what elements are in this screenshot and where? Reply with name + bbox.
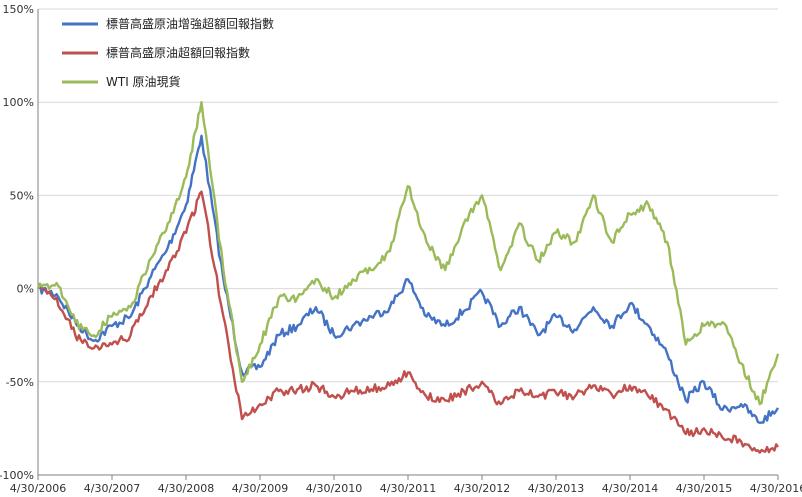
x-tick-label: 4/30/2011 — [380, 482, 436, 495]
legend-label: 標普高盛原油超額回報指數 — [106, 45, 250, 60]
x-tick-label: 4/30/2012 — [454, 482, 510, 495]
legend-label: WTI 原油現貨 — [106, 74, 181, 89]
x-tick-label: 4/30/2006 — [10, 482, 66, 495]
series-line-2 — [36, 190, 779, 454]
series-line-3 — [36, 101, 780, 406]
series-lines — [36, 101, 780, 454]
x-axis: 4/30/2006 4/30/2007 4/30/2008 4/30/2009 4/30… — [10, 9, 802, 495]
y-tick-label: -100% — [0, 469, 34, 482]
y-tick-label: 0% — [17, 283, 34, 296]
x-tick-label: 4/30/2010 — [306, 482, 362, 495]
x-tick-label: 4/30/2016 — [750, 482, 802, 495]
x-tick-label: 4/30/2008 — [158, 482, 214, 495]
y-tick-label: 100% — [3, 96, 34, 109]
x-tick-label: 4/30/2007 — [84, 482, 140, 495]
x-tick-label: 4/30/2013 — [528, 482, 584, 495]
legend-label: 標普高盛原油增強超額回報指數 — [106, 16, 274, 31]
x-tick-label: 4/30/2014 — [602, 482, 658, 495]
y-axis: -100% -50% 0% 50% 100% 150% — [0, 3, 34, 482]
plot-area — [38, 9, 778, 475]
y-tick-label: -50% — [6, 376, 34, 389]
y-tick-label: 50% — [10, 189, 34, 202]
x-tick-label: 4/30/2015 — [676, 482, 732, 495]
y-tick-label: 150% — [3, 3, 34, 16]
series-line-1 — [36, 134, 780, 424]
x-tick-label: 4/30/2009 — [232, 482, 288, 495]
